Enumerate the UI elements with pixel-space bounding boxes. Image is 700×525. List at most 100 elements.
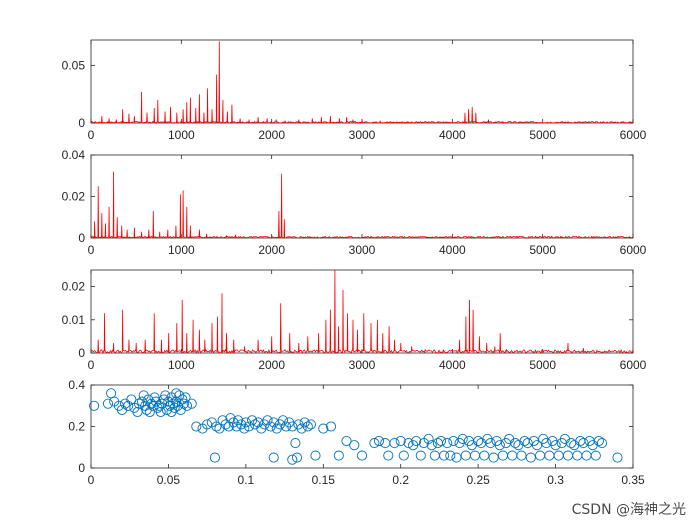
- scatter-point: [133, 398, 145, 409]
- scatter-point: [171, 396, 182, 407]
- scatter-point: [262, 415, 273, 426]
- scatter-point: [590, 450, 601, 461]
- scatter-point: [531, 440, 543, 451]
- x-tick-label: 4000: [439, 243, 466, 257]
- axes-box: [90, 269, 634, 354]
- scatter-point: [169, 402, 180, 413]
- scatter-point: [160, 390, 171, 401]
- scatter-point: [149, 392, 160, 403]
- scatter-point: [389, 438, 400, 449]
- scatter-point: [373, 435, 385, 447]
- y-tick-label: 0.2: [68, 420, 85, 434]
- y-tick-label: 0: [78, 116, 85, 130]
- scatter-point: [356, 450, 368, 461]
- watermark-text: CSDN @海神之光: [571, 502, 686, 518]
- scatter-point: [287, 421, 298, 432]
- x-tick-label: 5000: [529, 128, 556, 142]
- x-tick-label: 6000: [620, 243, 647, 257]
- series-line: [90, 269, 634, 355]
- scatter-point: [448, 435, 459, 447]
- x-tick-label: 0: [88, 243, 95, 257]
- x-tick-label: 1000: [168, 128, 195, 142]
- scatter-point: [578, 438, 589, 449]
- scatter-point: [473, 435, 484, 447]
- scatter-point: [239, 423, 250, 434]
- y-tick-label: 0.01: [62, 313, 86, 327]
- scatter-point: [457, 433, 468, 444]
- scatter-point: [596, 438, 608, 449]
- scatter-point: [158, 394, 169, 405]
- scatter-point: [403, 438, 414, 449]
- scatter-point: [333, 450, 344, 461]
- scatter-point: [253, 417, 264, 428]
- x-tick-label: 0.3: [547, 473, 564, 487]
- scatter-point: [341, 435, 352, 447]
- x-tick-label: 0: [88, 128, 95, 142]
- scatter-point: [325, 421, 337, 432]
- y-tick-label: 0.05: [62, 58, 86, 72]
- scatter-point: [186, 398, 197, 409]
- y-tick-label: 0.04: [62, 148, 86, 162]
- x-tick-label: 0.2: [392, 473, 409, 487]
- scatter-point: [349, 440, 360, 451]
- x-tick-label: 0.1: [238, 473, 255, 487]
- x-tick-label: 1000: [168, 358, 195, 372]
- scatter-point: [202, 419, 213, 430]
- scatter-point: [305, 419, 316, 430]
- scatter-point: [369, 438, 380, 449]
- x-tick-label: 3000: [349, 128, 376, 142]
- scatter-point: [426, 440, 437, 451]
- scatter-point: [180, 392, 191, 403]
- x-tick-label: 0: [88, 473, 95, 487]
- scatter-point: [398, 450, 409, 461]
- scatter-point: [191, 421, 202, 432]
- scatter-point: [89, 400, 100, 411]
- x-tick-label: 0.35: [621, 473, 645, 487]
- scatter-point: [277, 415, 289, 426]
- axes-box: [90, 39, 634, 124]
- scatter-point: [485, 438, 496, 449]
- scatter-point: [516, 450, 527, 461]
- x-tick-label: 5000: [529, 358, 556, 372]
- scatter-point: [310, 450, 321, 461]
- x-tick-label: 4000: [439, 358, 466, 372]
- y-tick-label: 0.02: [62, 280, 86, 294]
- x-tick-label: 0: [88, 358, 95, 372]
- x-tick-label: 1000: [168, 243, 195, 257]
- scatter-point: [522, 438, 533, 449]
- scatter-point: [211, 421, 222, 432]
- y-tick-label: 0.02: [62, 190, 86, 204]
- scatter-point: [411, 435, 422, 447]
- scatter-point: [209, 452, 220, 463]
- scatter-point: [132, 406, 143, 418]
- x-tick-label: 0.05: [157, 473, 181, 487]
- axes-box: [90, 384, 634, 469]
- x-tick-label: 2000: [258, 128, 285, 142]
- scatter-point: [612, 452, 623, 463]
- scatter-point: [451, 452, 462, 463]
- y-tick-label: 0.4: [68, 378, 85, 392]
- x-tick-label: 0.15: [312, 473, 336, 487]
- scatter-point: [510, 438, 521, 449]
- series-line: [90, 171, 634, 239]
- scatter-point: [155, 406, 166, 418]
- scatter-point: [168, 398, 179, 409]
- scatter-point: [395, 435, 406, 447]
- scatter-point: [178, 398, 189, 409]
- x-tick-label: 6000: [620, 128, 647, 142]
- x-tick-label: 3000: [349, 358, 376, 372]
- x-tick-label: 0.25: [466, 473, 490, 487]
- scatter-point: [302, 421, 313, 432]
- y-tick-label: 0: [78, 231, 85, 245]
- subplot-1: 0 1000 2000 3000 4000 5000 6000 0 0.05: [62, 39, 647, 142]
- scatter-point: [123, 400, 134, 411]
- axes-box: [90, 154, 634, 239]
- y-tick-label: 0: [78, 346, 85, 360]
- scatter-point: [383, 450, 394, 461]
- scatter-point: [439, 450, 450, 461]
- x-tick-label: 2000: [258, 358, 285, 372]
- scatter-point: [243, 421, 255, 432]
- x-tick-label: 4000: [439, 128, 466, 142]
- scatter-point: [318, 423, 329, 434]
